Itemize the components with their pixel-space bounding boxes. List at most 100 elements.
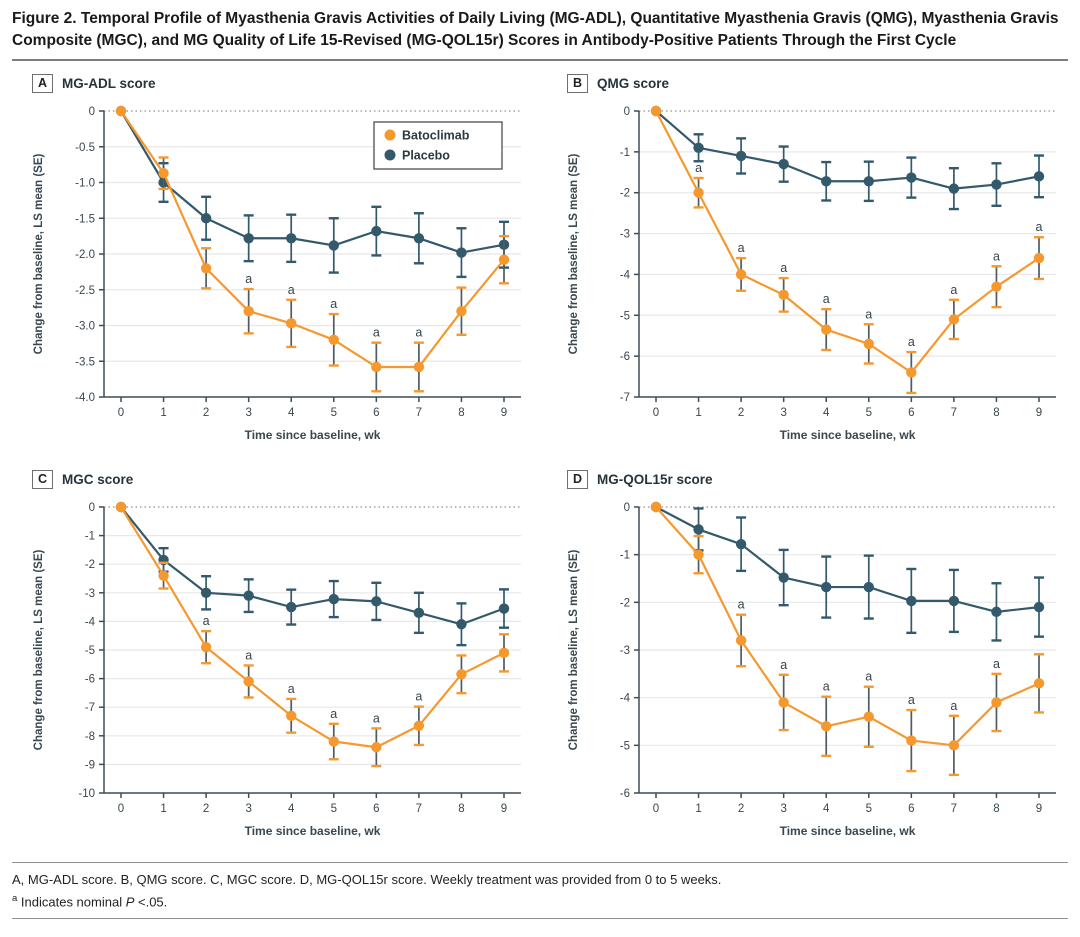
svg-text:7: 7	[951, 407, 957, 419]
svg-text:0: 0	[89, 502, 95, 514]
sig-marker: a	[993, 657, 1000, 671]
data-point	[735, 269, 747, 280]
svg-text:8: 8	[458, 407, 464, 419]
svg-text:7: 7	[416, 407, 422, 419]
svg-text:6: 6	[373, 803, 379, 815]
series-batoclimab	[650, 501, 1045, 777]
data-point	[906, 735, 917, 746]
data-point	[456, 306, 467, 317]
sig-marker: a	[908, 335, 915, 349]
data-point	[498, 647, 510, 659]
sig-marker: a	[950, 699, 957, 713]
svg-text:-4: -4	[85, 616, 96, 628]
panel-a-letter: A	[32, 73, 54, 93]
panel-d-letter: D	[567, 469, 589, 489]
data-point	[821, 176, 832, 187]
svg-text:-3: -3	[620, 229, 630, 241]
x-axis-label: Time since baseline, wk	[780, 428, 916, 442]
sig-marker: a	[203, 614, 210, 628]
data-point	[286, 710, 297, 721]
data-point	[158, 570, 169, 581]
svg-text:2: 2	[203, 803, 209, 815]
svg-text:-1.0: -1.0	[75, 178, 95, 190]
legend: Batoclimab Placebo	[373, 121, 503, 170]
data-point	[948, 595, 960, 607]
axes: 0 -1 -2 -3 -4 -5 -6 -7 0 1 2 3 4 5 6 7 8 9	[620, 106, 1056, 419]
series-placebo	[650, 105, 1045, 211]
data-point	[821, 324, 832, 335]
data-point	[821, 581, 832, 593]
data-point	[1033, 678, 1045, 689]
data-point	[1033, 252, 1045, 264]
series-batoclimab	[115, 105, 510, 393]
svg-text:4: 4	[288, 803, 295, 815]
svg-text:-2: -2	[85, 559, 95, 571]
axes: 0 -1 -2 -3 -4 -5 -6 0 1 2 3 4 5 6 7 8 9	[620, 502, 1056, 815]
data-point	[413, 720, 425, 731]
footnote-sup-a: a	[12, 893, 18, 904]
sig-marker: a	[738, 241, 745, 255]
data-point	[456, 247, 467, 258]
data-point	[778, 572, 789, 583]
svg-text:9: 9	[501, 803, 507, 815]
svg-text:-0.5: -0.5	[75, 142, 95, 154]
panel-c: C MGC score 0 -1 -2 -3 -4 -5 -6 -7 -8 -9 -10 0 1 2 3 4 5…	[26, 467, 531, 851]
svg-text:-5: -5	[620, 740, 630, 752]
data-point	[650, 501, 662, 513]
series-placebo	[650, 501, 1045, 642]
footnote-pvalue: <.05.	[134, 894, 168, 910]
svg-text:-6: -6	[620, 788, 630, 800]
svg-text:-1: -1	[620, 550, 630, 562]
panel-b: B QMG score 0 -1 -2 -3 -4 -5 -6 -7 0 1 2 3 4 5 6 7 8 9 Tim…	[561, 71, 1066, 455]
data-point	[991, 179, 1002, 190]
data-point	[498, 254, 510, 265]
panel-a-title: MG-ADL score	[62, 75, 156, 91]
svg-text:-6: -6	[620, 351, 630, 363]
svg-text:8: 8	[458, 803, 464, 815]
panel-d-chart: 0 -1 -2 -3 -4 -5 -6 0 1 2 3 4 5 6 7 8 9 Time since baseli…	[568, 501, 1056, 838]
data-point	[735, 150, 747, 162]
svg-text:6: 6	[373, 407, 379, 419]
svg-text:0: 0	[118, 803, 124, 815]
panel-a: A MG-ADL score 0 -0.5 -1.0 -1.5 -2.0 -2.5 -3.0…	[26, 71, 531, 455]
panel-c-header: C MGC score	[32, 467, 531, 491]
data-point	[456, 669, 467, 680]
sig-marker: a	[865, 670, 872, 684]
data-point	[1033, 171, 1045, 182]
y-axis-label: Change from baseline, LS mean (SE)	[33, 550, 45, 751]
legend-label: Placebo	[402, 149, 450, 163]
sig-marker: a	[373, 711, 380, 725]
data-point	[371, 596, 382, 607]
footnote-significance: a Indicates nominal P <.05.	[12, 889, 1068, 918]
svg-text:-10: -10	[78, 788, 95, 800]
sig-marker: a	[780, 658, 787, 672]
legend-swatch-batoclimab	[384, 129, 396, 141]
panel-b-title: QMG score	[597, 75, 670, 91]
data-point	[991, 606, 1002, 618]
data-point	[243, 590, 254, 601]
svg-text:1: 1	[160, 407, 166, 419]
svg-text:-2: -2	[620, 188, 630, 200]
sig-marker: a	[993, 249, 1000, 263]
y-axis-label: Change from baseline, LS mean (SE)	[568, 550, 580, 751]
svg-text:1: 1	[160, 803, 166, 815]
x-axis-label: Time since baseline, wk	[245, 824, 381, 838]
data-point	[413, 361, 425, 373]
svg-text:1: 1	[695, 803, 701, 815]
footer-bottom-divider	[12, 918, 1068, 920]
data-point	[735, 538, 747, 550]
data-point	[498, 603, 510, 614]
svg-text:-3.0: -3.0	[75, 321, 95, 333]
sig-marker: a	[908, 693, 915, 707]
sig-marker: a	[950, 283, 957, 297]
svg-text:4: 4	[823, 803, 830, 815]
data-point	[778, 697, 789, 708]
data-point	[948, 183, 960, 194]
footnote-text: Indicates nominal	[17, 894, 126, 910]
data-point	[243, 233, 254, 244]
footnote-panels: A, MG-ADL score. B, QMG score. C, MGC sc…	[12, 872, 722, 887]
panel-b-chart: 0 -1 -2 -3 -4 -5 -6 -7 0 1 2 3 4 5 6 7 8 9 Time since base…	[568, 105, 1056, 442]
sig-marker: a	[780, 261, 787, 275]
svg-text:9: 9	[1036, 803, 1042, 815]
